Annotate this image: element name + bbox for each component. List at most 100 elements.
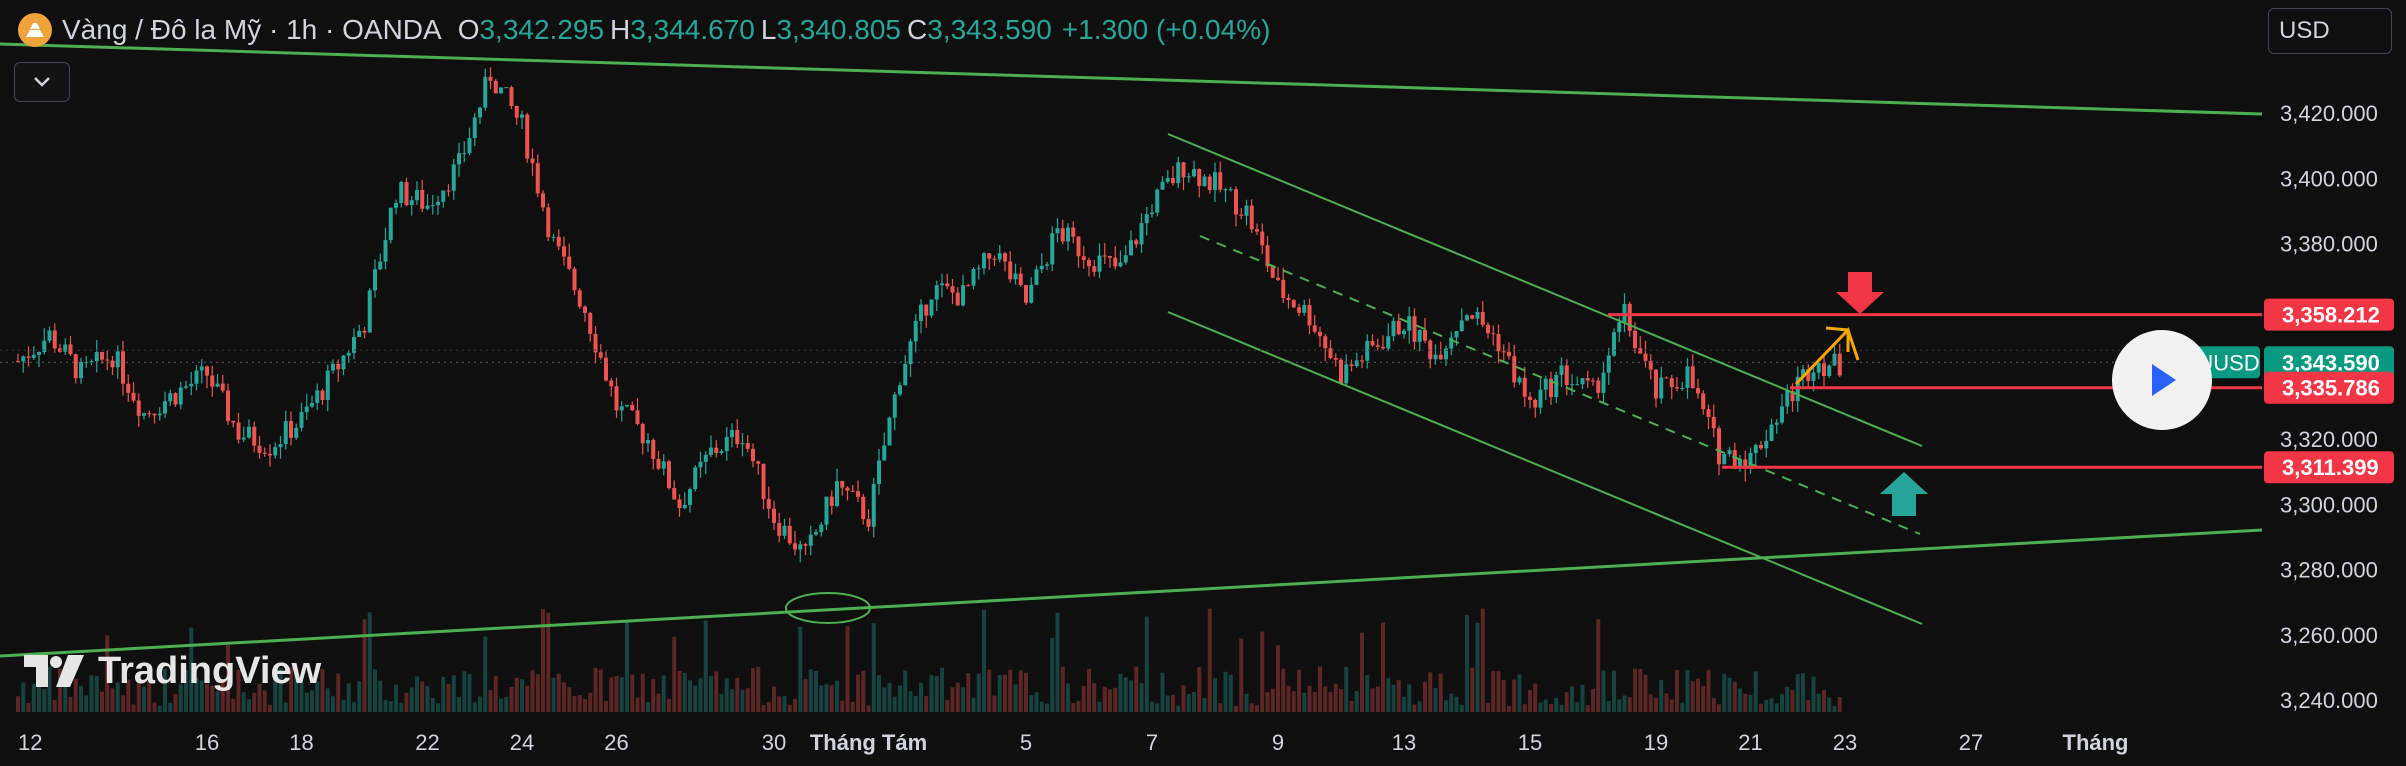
price-axis: 3,420.0003,400.0003,380.0003,360.0003,34… [2280, 101, 2378, 713]
volume-bar [31, 683, 36, 712]
volume-bar [336, 673, 341, 712]
volume-bar [1244, 693, 1249, 712]
candle-body [215, 383, 220, 387]
volume-bar [94, 676, 99, 712]
candle-body [1554, 374, 1559, 398]
candle-body [1396, 320, 1401, 335]
volume-bar [425, 686, 430, 712]
candle-body [1428, 340, 1433, 360]
volume-bar [1312, 691, 1317, 712]
volume-bar [1270, 688, 1275, 712]
volume-bar [404, 692, 409, 712]
candle-body [840, 481, 845, 488]
candle-body [577, 290, 582, 307]
buy-arrow-icon [1880, 472, 1928, 516]
volume-bar [1260, 631, 1265, 712]
candle-body [934, 285, 939, 300]
volume-bar [1354, 690, 1359, 712]
volume-bar [1097, 701, 1102, 712]
volume-bar [908, 691, 913, 712]
candle-body [457, 153, 461, 165]
volume-bar [672, 636, 677, 712]
volume-bar [1349, 701, 1354, 712]
candle-body [1160, 181, 1165, 190]
candle-body [31, 354, 36, 358]
candle-body [1643, 353, 1648, 361]
price-label-bg [2264, 371, 2394, 404]
volume-bar [100, 691, 104, 712]
volume-bar [814, 671, 818, 712]
candle-body [1769, 424, 1774, 441]
candle-body [992, 258, 997, 260]
volume-bar [1512, 679, 1517, 712]
volume-bar [772, 686, 776, 712]
volume-bar [588, 692, 593, 712]
candle-body [619, 406, 624, 411]
volume-bar [719, 694, 724, 712]
candle-body [1192, 169, 1196, 177]
candle-body [535, 163, 540, 194]
volume-bar [919, 682, 923, 712]
volume-bar [178, 684, 183, 712]
volume-bar [1186, 694, 1191, 712]
volume-bar [68, 697, 73, 712]
candle-body [1087, 259, 1091, 267]
candle-body [929, 299, 934, 316]
volume-bar [1533, 683, 1538, 712]
volume-bar [110, 688, 115, 712]
candle-body [1018, 273, 1023, 285]
volume-bar [714, 671, 719, 712]
open-key: O [457, 14, 480, 45]
volume-bar [1407, 684, 1412, 712]
candle-body [1265, 245, 1270, 267]
volume-bar [1092, 682, 1097, 712]
time-axis: 12 16 18 22 24 26 30 Tháng Tám 5 7 9 13 15 19 21 23 27 Th… [18, 730, 2129, 755]
candle-body [562, 246, 566, 257]
candle-body [1659, 377, 1664, 399]
volume-bar [236, 669, 241, 712]
candle-body [1669, 378, 1674, 388]
x-tick-label: 15 [1518, 730, 1542, 755]
collapse-legend-button[interactable] [14, 62, 70, 102]
candle-body [1092, 266, 1097, 272]
volume-bar [1475, 622, 1480, 712]
volume-bar [79, 686, 83, 712]
candle-body [955, 292, 960, 306]
volume-bar [777, 696, 782, 712]
volume-bar [945, 700, 950, 712]
volume-bar [640, 673, 645, 712]
candle-body [756, 461, 761, 464]
candle-body [646, 439, 650, 444]
candle-body [835, 481, 839, 506]
volume-bar [1480, 608, 1485, 712]
volume-bar [583, 698, 587, 712]
volume-bar [21, 682, 26, 712]
volume-bar [1386, 678, 1391, 712]
volume-bar [1549, 703, 1553, 712]
play-icon [2152, 364, 2176, 396]
candle-body [1591, 380, 1595, 382]
symbol-title[interactable]: Vàng / Đô la Mỹ · 1h · OANDA [62, 14, 442, 45]
candle-body [1748, 453, 1753, 469]
volume-bar [1412, 704, 1417, 712]
volume-bar [383, 700, 388, 712]
play-button[interactable] [2112, 330, 2212, 430]
candle-body [247, 426, 251, 438]
volume-bar [115, 682, 120, 712]
volume-bar [1706, 670, 1711, 712]
candle-body [1538, 389, 1543, 408]
volume-bar [1612, 670, 1616, 712]
candle-body [1276, 277, 1280, 280]
volume-bar [1423, 681, 1427, 712]
candle-body [1606, 355, 1611, 373]
volume-bar [877, 675, 881, 712]
volume-bar [352, 702, 356, 712]
volume-bar [1039, 701, 1044, 712]
volume-bar [929, 675, 934, 712]
currency-button[interactable]: USD [2268, 8, 2392, 54]
volume-bar [252, 692, 257, 712]
candle-body [1165, 177, 1170, 182]
candle-body [278, 444, 283, 448]
volume-bar [1654, 698, 1658, 712]
